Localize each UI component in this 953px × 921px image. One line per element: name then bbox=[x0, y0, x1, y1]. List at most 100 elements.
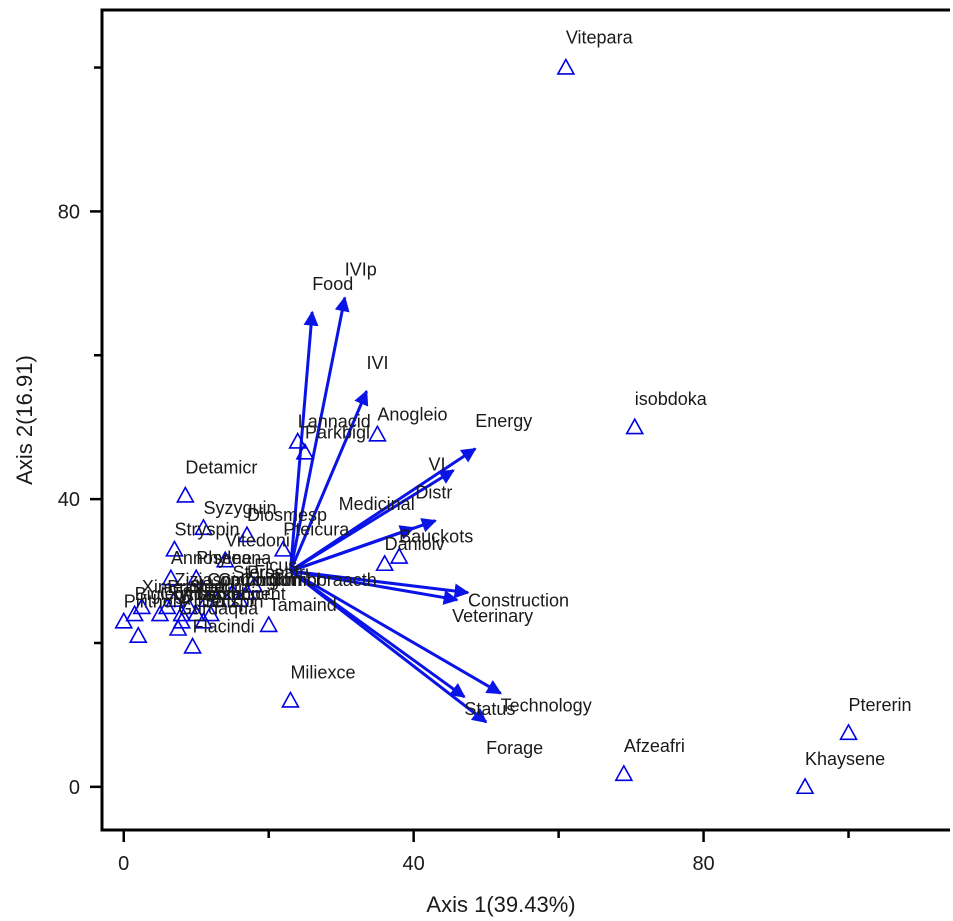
species-label: Afzeafri bbox=[624, 736, 685, 756]
species-label: Biglegyp bbox=[135, 584, 204, 604]
species-label: Vitedoni bbox=[225, 530, 290, 550]
species-point bbox=[244, 575, 264, 593]
x-axis-title: Axis 1(39.43%) bbox=[426, 892, 575, 917]
species-label: isobdoka bbox=[635, 389, 708, 409]
species-label: Combbraacth bbox=[269, 570, 377, 590]
species-point bbox=[161, 568, 181, 586]
species-point bbox=[625, 417, 645, 435]
species-point bbox=[150, 604, 170, 622]
species-label: Piliretu bbox=[182, 591, 237, 611]
species-label: Prosafri bbox=[247, 563, 309, 583]
species-label: Strispin bbox=[203, 591, 263, 611]
y-tick-label: 40 bbox=[58, 489, 80, 511]
species-label: Combcoll bbox=[160, 584, 235, 604]
variable-label: IVI bbox=[367, 353, 389, 373]
species-point bbox=[375, 554, 395, 572]
variable-label: Veterinary bbox=[452, 606, 533, 626]
variable-arrow bbox=[289, 569, 488, 724]
species-label: Ficus bbox=[254, 555, 297, 575]
species-point bbox=[175, 485, 195, 503]
x-tick-label: 80 bbox=[692, 853, 714, 875]
species-label: Khaysene bbox=[805, 749, 885, 769]
species-label: Daniolv bbox=[385, 534, 445, 554]
variable-label: IVIp bbox=[345, 260, 377, 280]
species-point bbox=[132, 597, 152, 615]
species-point bbox=[237, 525, 257, 543]
species-label: Parkbigl bbox=[305, 422, 370, 442]
species-point bbox=[281, 690, 300, 708]
variable-label: VI bbox=[429, 454, 446, 474]
species-point bbox=[215, 550, 235, 568]
species-point bbox=[165, 590, 184, 608]
variable-label: Energy bbox=[475, 411, 532, 431]
species-label: Pilithon bbox=[124, 591, 183, 611]
species-label: Phyleana bbox=[196, 548, 272, 568]
variable-label: Status bbox=[464, 699, 515, 719]
species-label: Combnig bbox=[207, 570, 279, 590]
species-point bbox=[288, 431, 308, 449]
species-label: Ziziaspi bbox=[174, 570, 235, 590]
species-point bbox=[795, 777, 815, 795]
variable-arrow bbox=[289, 569, 502, 695]
species-label: Stryspin bbox=[174, 519, 239, 539]
variable-arrows bbox=[288, 296, 502, 724]
species-point bbox=[197, 590, 217, 608]
species-label: Anogleio bbox=[377, 404, 447, 424]
species-label: Miliexce bbox=[290, 663, 355, 683]
y-tick-label: 0 bbox=[69, 777, 80, 799]
species-label: Sclebirr bbox=[189, 577, 250, 597]
species-point bbox=[556, 57, 576, 75]
variable-label: Construction bbox=[468, 591, 569, 611]
species-point bbox=[165, 539, 184, 557]
species-label: Sterseti bbox=[232, 563, 293, 583]
plot-frame bbox=[100, 8, 950, 832]
species-label: Pteicura bbox=[283, 519, 350, 539]
species-points bbox=[114, 57, 858, 795]
species-point bbox=[295, 442, 315, 460]
species-label: Ptererin bbox=[849, 695, 912, 715]
y-axis-title: Axis 2(16.91) bbox=[12, 355, 37, 485]
species-point bbox=[389, 547, 409, 564]
species-label: Syzyguin bbox=[203, 498, 276, 518]
species-point bbox=[128, 626, 148, 643]
species-point bbox=[183, 636, 202, 654]
variable-arrow bbox=[290, 569, 459, 605]
species-point bbox=[172, 611, 192, 629]
species-label: Detamicr bbox=[185, 458, 257, 478]
variable-arrow bbox=[289, 389, 369, 572]
species-label: Lannacid bbox=[298, 412, 371, 432]
species-point bbox=[614, 764, 634, 782]
species-label: Acacseb bbox=[182, 584, 251, 604]
x-tick-label: 40 bbox=[403, 853, 425, 875]
species-label: Lannmicr bbox=[196, 584, 270, 604]
species-label: Combmicr bbox=[240, 570, 322, 590]
axis-ticks: 0 40 80 0 40 80 bbox=[58, 66, 850, 875]
variable-label: Medicinal bbox=[339, 494, 415, 514]
species-label: Combglut bbox=[218, 570, 295, 590]
variable-label: Technology bbox=[501, 695, 592, 715]
species-label: Gardaqua bbox=[178, 599, 259, 619]
variable-label: Food bbox=[312, 274, 353, 294]
species-label: Bauckots bbox=[399, 527, 473, 547]
species-label: Bridferr bbox=[167, 577, 226, 597]
species-label: Annosene bbox=[171, 548, 252, 568]
species-point bbox=[201, 604, 221, 622]
species-point bbox=[273, 539, 293, 557]
species-point bbox=[223, 582, 242, 600]
species-label: Ximeamer bbox=[142, 577, 224, 597]
species-point bbox=[237, 582, 257, 600]
species-point bbox=[208, 590, 228, 608]
species-point bbox=[186, 604, 206, 622]
species-point bbox=[368, 424, 387, 442]
axis-frame bbox=[100, 8, 950, 832]
species-point bbox=[186, 568, 206, 586]
species-label: Vitepara bbox=[566, 28, 634, 48]
variable-arrow bbox=[289, 469, 455, 573]
species-label: Flacindi bbox=[193, 617, 255, 637]
species-point bbox=[194, 518, 213, 536]
y-tick-label: 80 bbox=[58, 201, 80, 223]
variable-label: Distr bbox=[415, 483, 452, 503]
species-label: Diosmesp bbox=[247, 505, 327, 525]
species-point bbox=[259, 615, 279, 633]
point-labels: Vitepara isobdoka Ptererin Khaysene Afzeafri… bbox=[124, 28, 912, 769]
